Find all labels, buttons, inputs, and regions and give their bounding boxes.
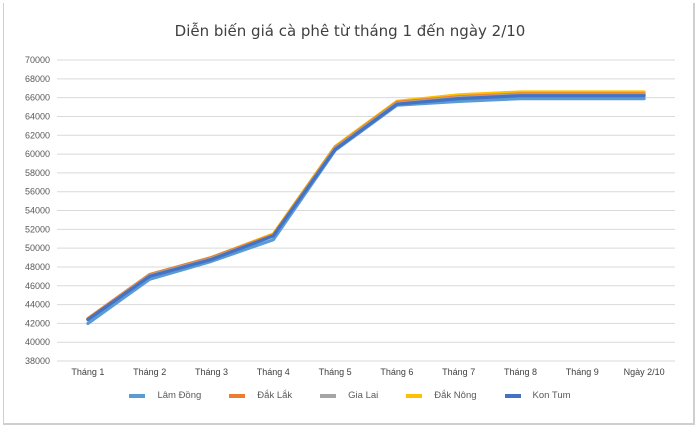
x-tick-label: Tháng 2 bbox=[133, 367, 166, 377]
chart-title: Diễn biến giá cà phê từ tháng 1 đến ngày… bbox=[174, 22, 526, 40]
y-tick-label: 52000 bbox=[25, 224, 50, 234]
legend-swatch-icon bbox=[320, 393, 337, 398]
y-tick-label: 48000 bbox=[25, 262, 50, 272]
x-tick-label: Tháng 9 bbox=[566, 367, 599, 377]
legend-label: Gia Lai bbox=[348, 390, 379, 401]
y-tick-label: 70000 bbox=[25, 55, 50, 65]
y-tick-label: 54000 bbox=[25, 206, 50, 216]
legend-swatch-icon bbox=[229, 393, 246, 398]
legend-item: Đắk Lắk bbox=[229, 390, 292, 401]
legend-item: Đắk Nông bbox=[406, 390, 477, 401]
legend-label: Kon Tum bbox=[532, 390, 571, 401]
x-tick-label: Tháng 8 bbox=[504, 367, 537, 377]
legend-item: Lâm Đồng bbox=[129, 390, 201, 401]
x-tick-label: Ngày 2/10 bbox=[624, 367, 665, 377]
y-tick-label: 38000 bbox=[25, 356, 50, 366]
y-tick-label: 68000 bbox=[25, 74, 50, 84]
y-tick-label: 64000 bbox=[25, 111, 50, 121]
legend-label: Lâm Đồng bbox=[157, 390, 202, 401]
y-tick-label: 42000 bbox=[25, 318, 50, 328]
chart-frame bbox=[3, 3, 695, 425]
legend-swatch-icon bbox=[129, 393, 146, 398]
y-tick-label: 66000 bbox=[25, 93, 50, 103]
x-tick-label: Tháng 6 bbox=[380, 367, 413, 377]
y-tick-label: 44000 bbox=[25, 300, 50, 310]
legend-label: Đắk Nông bbox=[434, 390, 477, 401]
x-tick-label: Tháng 7 bbox=[442, 367, 475, 377]
legend-label: Đắk Lắk bbox=[257, 390, 293, 401]
x-tick-label: Tháng 3 bbox=[195, 367, 228, 377]
y-tick-label: 58000 bbox=[25, 168, 50, 178]
series-line-4 bbox=[86, 94, 646, 322]
legend-item: Gia Lai bbox=[320, 390, 378, 401]
y-tick-label: 46000 bbox=[25, 281, 50, 291]
chart-legend: Lâm Đồng Đắk Lắk Gia Lai Đắk Nông Kon Tum bbox=[0, 390, 700, 401]
legend-swatch-icon bbox=[504, 393, 521, 398]
y-tick-label: 50000 bbox=[25, 243, 50, 253]
y-tick-label: 62000 bbox=[25, 130, 50, 140]
y-tick-label: 60000 bbox=[25, 149, 50, 159]
x-tick-label: Tháng 1 bbox=[71, 367, 104, 377]
legend-swatch-icon bbox=[406, 393, 423, 398]
x-tick-label: Tháng 4 bbox=[257, 367, 290, 377]
x-tick-label: Tháng 5 bbox=[319, 367, 352, 377]
y-tick-label: 56000 bbox=[25, 187, 50, 197]
y-tick-label: 40000 bbox=[25, 337, 50, 347]
legend-item: Kon Tum bbox=[504, 390, 571, 401]
